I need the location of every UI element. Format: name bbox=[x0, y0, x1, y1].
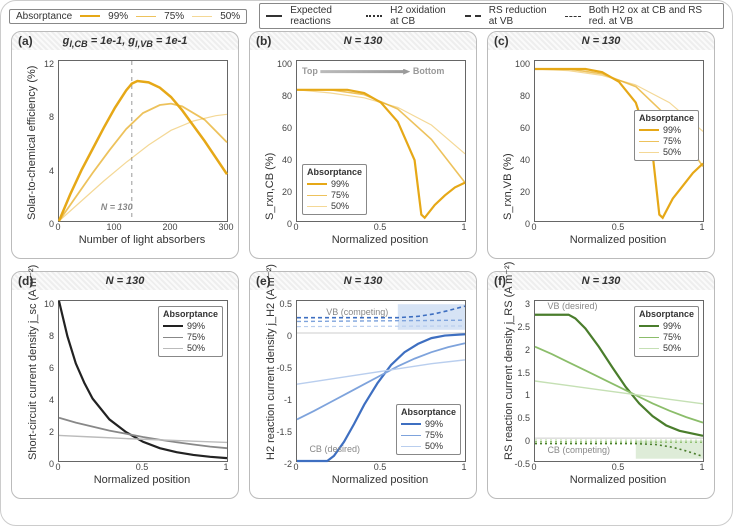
panel-d: N = 130(d)00.510246810Normalized positio… bbox=[11, 271, 239, 499]
ylabel: H2 reaction current density j_H2 (A m⁻²) bbox=[264, 264, 277, 460]
xtick: 1 bbox=[699, 462, 704, 472]
absorptance-99: 99% bbox=[108, 11, 128, 22]
xtick: 0.5 bbox=[612, 462, 625, 472]
swatch-dashdot bbox=[565, 16, 581, 17]
ylabel: Short-circuit current density j_sc (A m⁻… bbox=[26, 265, 39, 460]
ytick: 0 bbox=[14, 459, 54, 469]
xtick: 1 bbox=[699, 222, 704, 232]
xtick: 0 bbox=[531, 462, 536, 472]
global-legends: Absorptance 99% 75% 50% Expected reactio… bbox=[9, 5, 724, 27]
top-bottom-arrow: Top Bottom bbox=[302, 66, 444, 76]
absorptance-legend: Absorptance 99% 75% 50% bbox=[9, 9, 247, 24]
ytick: 0 bbox=[14, 219, 54, 229]
xtick: 0 bbox=[293, 222, 298, 232]
panel-b-legend: Absorptance99%75%50% bbox=[302, 164, 367, 215]
panel-a-plot bbox=[59, 61, 227, 221]
panel-f: N = 130(f)00.51-0.500.511.522.53Normaliz… bbox=[487, 271, 715, 499]
xtick: 200 bbox=[162, 222, 177, 232]
panel-e-legend: Absorptance99%75%50% bbox=[396, 404, 461, 455]
ytick: 100 bbox=[490, 59, 530, 69]
swatch-dashed bbox=[465, 15, 481, 17]
panel-a-titlebar: gl,CB = 1e-1, gl,VB = 1e-1 bbox=[12, 32, 238, 50]
rxn-solid: Expected reactions bbox=[290, 5, 358, 27]
rxn-dotted: H2 oxidation at CB bbox=[390, 5, 457, 27]
ytick: 80 bbox=[252, 91, 292, 101]
xtick: 100 bbox=[106, 222, 121, 232]
absorptance-title: Absorptance bbox=[16, 11, 72, 22]
xtick: 0 bbox=[531, 222, 536, 232]
xtick: 1 bbox=[223, 462, 228, 472]
ytick: -0.5 bbox=[490, 459, 530, 469]
xtick: 1 bbox=[461, 222, 466, 232]
xtick: 0.5 bbox=[136, 462, 149, 472]
xlabel: Normalized position bbox=[296, 234, 464, 246]
panel-f-titlebar: N = 130 bbox=[488, 272, 714, 290]
panel-d-legend: Absorptance99%75%50% bbox=[158, 306, 223, 357]
vline-label: N = 130 bbox=[101, 202, 133, 212]
reactions-legend: Expected reactions H2 oxidation at CB RS… bbox=[259, 3, 724, 29]
swatch-dotted bbox=[366, 15, 382, 17]
panel-c-titlebar: N = 130 bbox=[488, 32, 714, 50]
xtick: 0 bbox=[55, 222, 60, 232]
xlabel: Normalized position bbox=[534, 234, 702, 246]
ylabel: S_rxn,VB (%) bbox=[502, 153, 514, 220]
xtick: 0 bbox=[55, 462, 60, 472]
panel-b: N = 130(b)00.51020406080100Normalized po… bbox=[249, 31, 477, 259]
rxn-dashdot: Both H2 ox at CB and RS red. at VB bbox=[589, 5, 717, 27]
ytick: 80 bbox=[490, 91, 530, 101]
panel-b-titlebar: N = 130 bbox=[250, 32, 476, 50]
panel-e: N = 130(e)00.51-2-1.5-1-0.500.5Normalize… bbox=[249, 271, 477, 499]
rxn-dashed: RS reduction at VB bbox=[489, 5, 557, 27]
absorptance-75: 75% bbox=[164, 11, 184, 22]
xtick: 0 bbox=[293, 462, 298, 472]
figure-root: Absorptance 99% 75% 50% Expected reactio… bbox=[0, 0, 733, 526]
ytick: 0 bbox=[490, 219, 530, 229]
series-e-2 bbox=[297, 360, 465, 384]
xtick: 1 bbox=[461, 462, 466, 472]
xlabel: Normalized position bbox=[296, 474, 464, 486]
ylabel: S_rxn,CB (%) bbox=[264, 153, 276, 220]
annotation: CB (competing) bbox=[547, 445, 610, 455]
absorptance-50: 50% bbox=[220, 11, 240, 22]
ytick: 0 bbox=[252, 219, 292, 229]
ytick: 100 bbox=[252, 59, 292, 69]
annotation: CB (desired) bbox=[309, 444, 360, 454]
ytick: 60 bbox=[490, 123, 530, 133]
xlabel: Normalized position bbox=[534, 474, 702, 486]
series-f-2 bbox=[535, 381, 703, 404]
panel-c: N = 130(c)00.51020406080100Normalized po… bbox=[487, 31, 715, 259]
panel-a-label: (a) bbox=[18, 34, 33, 48]
panel-e-titlebar: N = 130 bbox=[250, 272, 476, 290]
panel-c-label: (c) bbox=[494, 34, 509, 48]
ytick: 60 bbox=[252, 123, 292, 133]
series-e-5 bbox=[297, 326, 465, 327]
panel-c-legend: Absorptance99%75%50% bbox=[634, 110, 699, 161]
series-b-2 bbox=[297, 90, 465, 154]
series-a-0 bbox=[59, 81, 227, 221]
panel-b-label: (b) bbox=[256, 34, 271, 48]
panel-a-axis bbox=[58, 60, 228, 222]
ylabel: Solar-to-chemical efficiency (%) bbox=[26, 66, 38, 220]
xtick: 300 bbox=[218, 222, 233, 232]
ytick: -2 bbox=[252, 459, 292, 469]
swatch-75 bbox=[136, 16, 156, 17]
xlabel: Number of light absorbers bbox=[58, 234, 226, 246]
annotation: VB (competing) bbox=[326, 307, 388, 317]
swatch-99 bbox=[80, 15, 100, 17]
panel-d-titlebar: N = 130 bbox=[12, 272, 238, 290]
xtick: 0.5 bbox=[612, 222, 625, 232]
xtick: 0.5 bbox=[374, 222, 387, 232]
panel-f-legend: Absorptance99%75%50% bbox=[634, 306, 699, 357]
annotation: VB (desired) bbox=[547, 301, 597, 311]
panel-a: gl,CB = 1e-1, gl,VB = 1e-1(a) N = 130 0 100… bbox=[11, 31, 239, 259]
xlabel: Normalized position bbox=[58, 474, 226, 486]
series-d-1 bbox=[59, 418, 227, 448]
swatch-solid bbox=[266, 15, 282, 17]
xtick: 0.5 bbox=[374, 462, 387, 472]
ylabel: RS reaction current density j_RS (A m⁻²) bbox=[502, 262, 515, 460]
swatch-50 bbox=[192, 16, 212, 17]
